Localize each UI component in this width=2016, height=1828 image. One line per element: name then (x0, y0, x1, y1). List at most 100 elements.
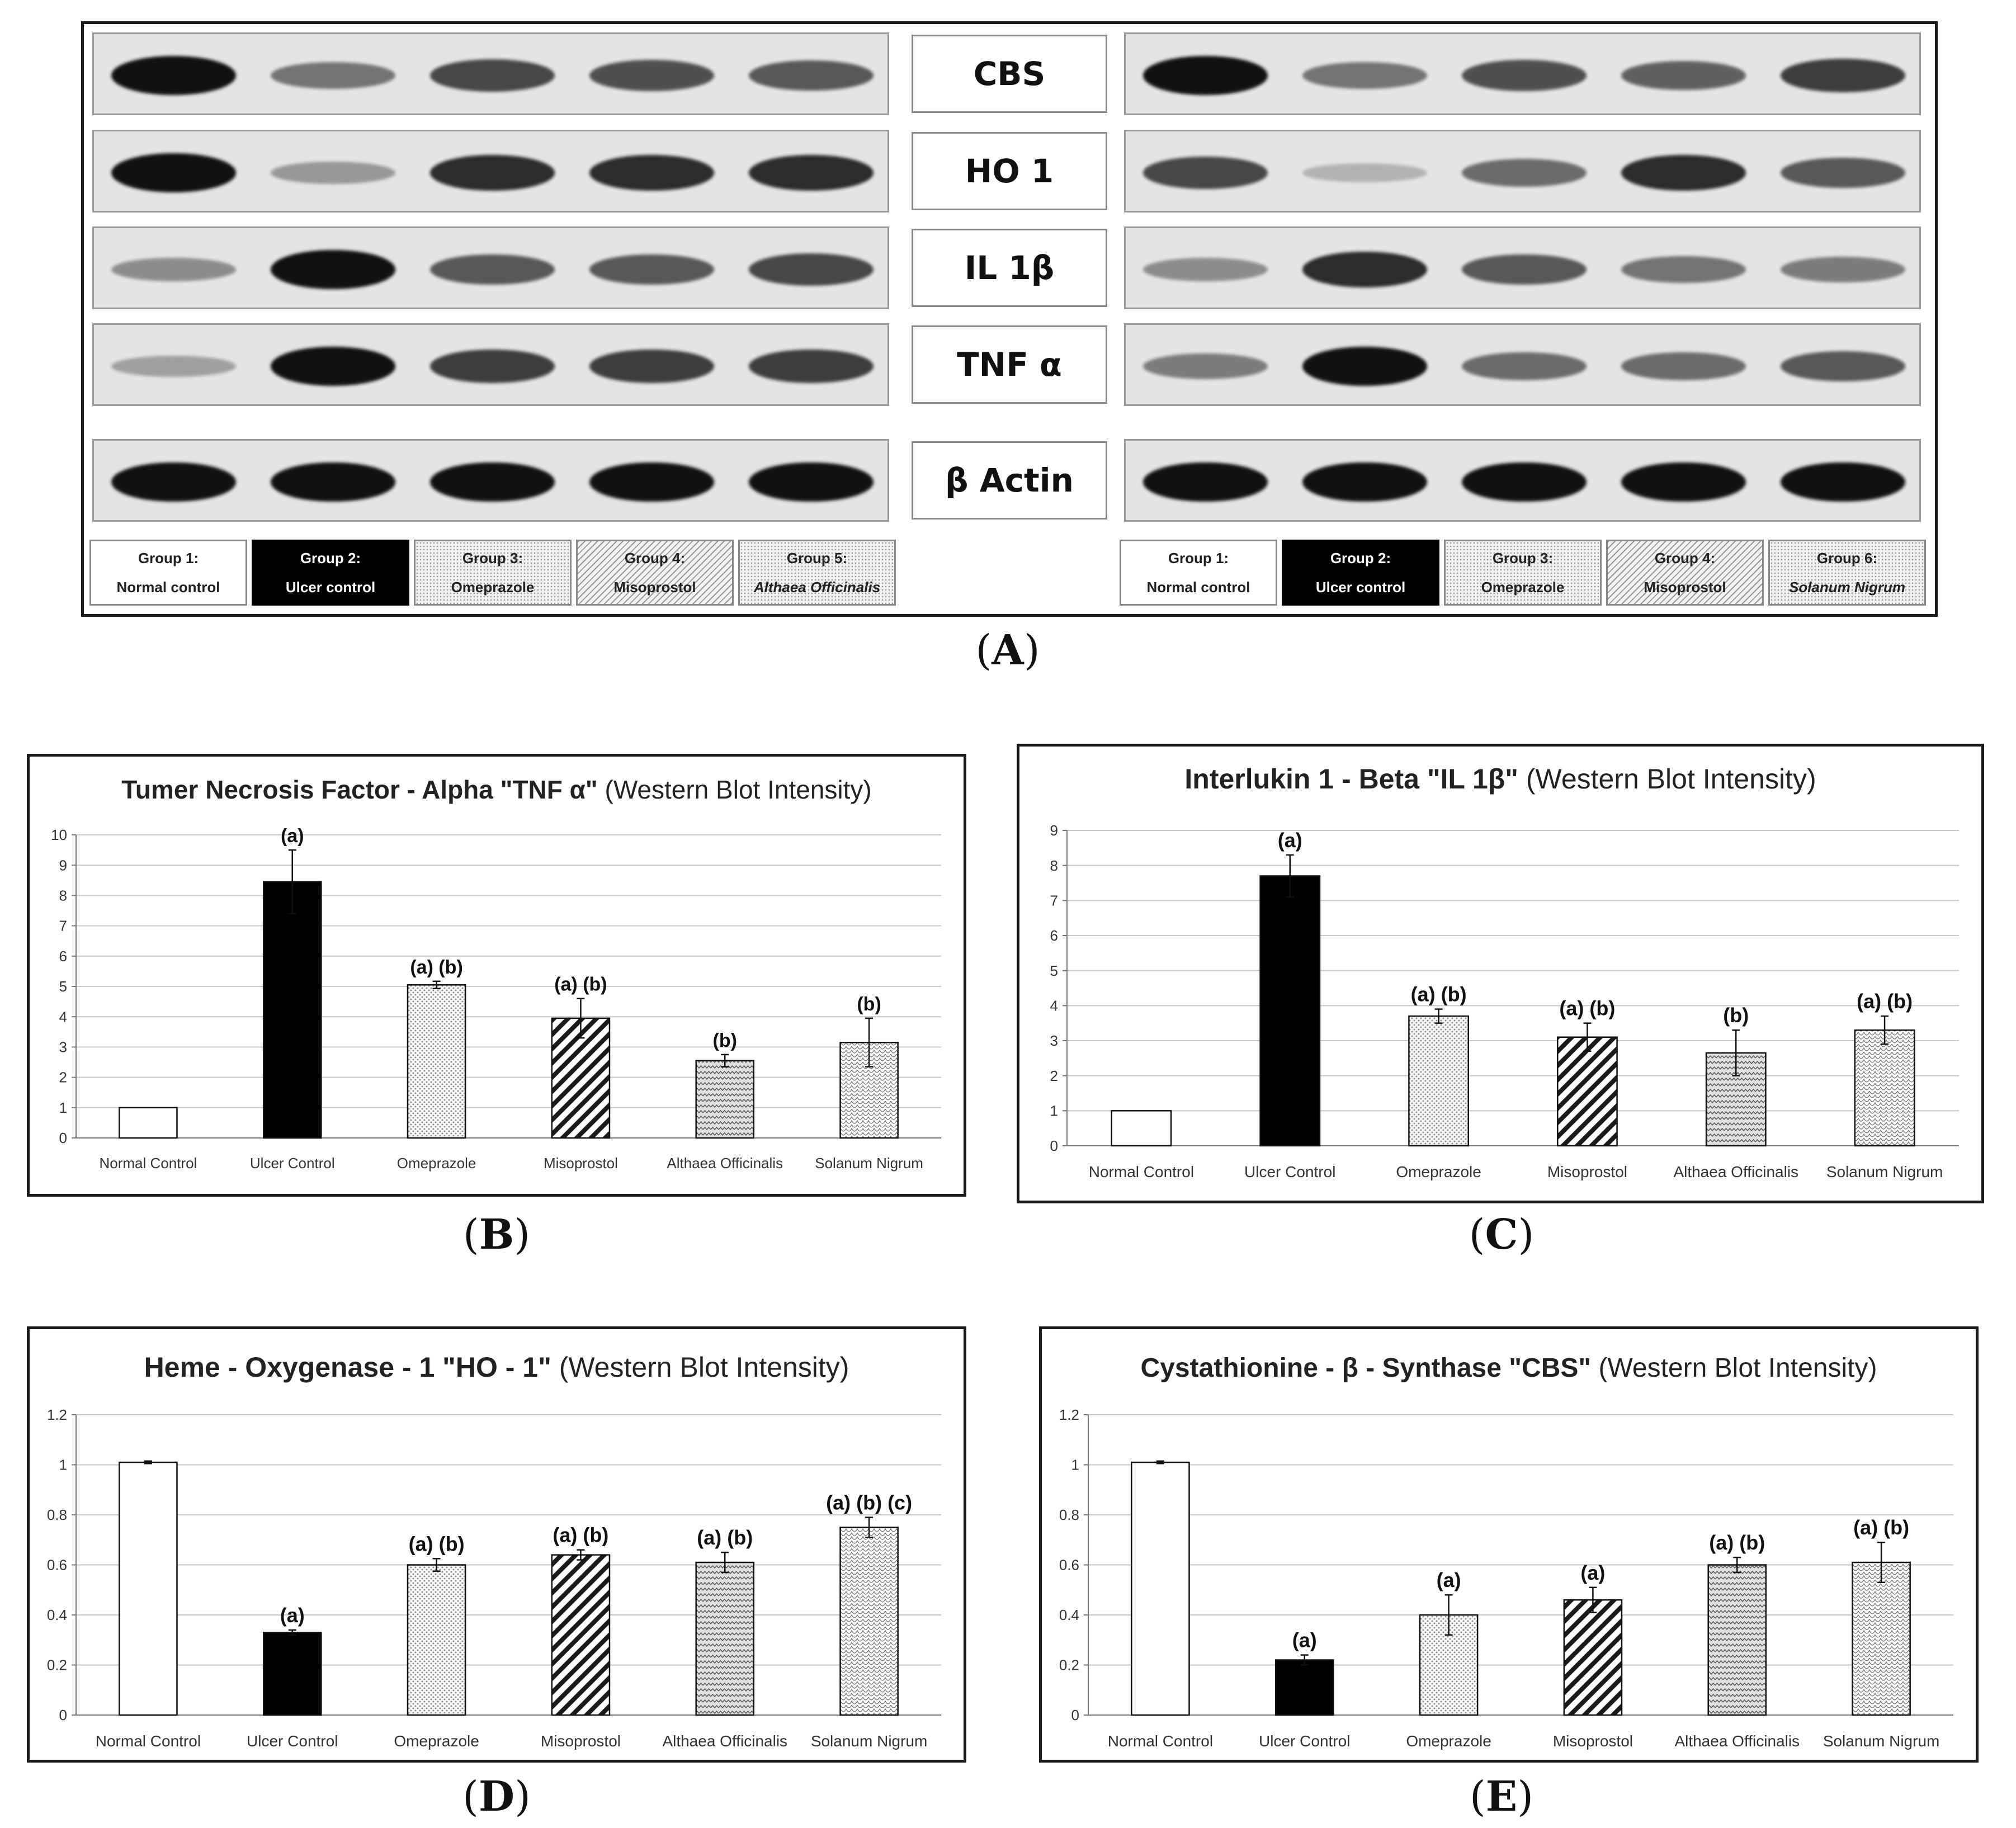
category-label: Althaea Officinalis (667, 1155, 783, 1172)
blot-band (1302, 347, 1427, 386)
y-tick-label: 0.6 (47, 1557, 67, 1574)
blot-band (111, 258, 236, 281)
blot-band (1621, 462, 1746, 502)
significance-label: (a) (b) (554, 974, 607, 995)
blot-band (111, 356, 236, 377)
panel-a-caption: (A) (975, 626, 1040, 674)
blot-band (1143, 258, 1268, 281)
category-label: Solanum Nigrum (1826, 1163, 1943, 1180)
blot-right-row-2 (1124, 226, 1921, 309)
bar (262, 1632, 322, 1716)
y-tick-label: 2 (1050, 1067, 1058, 1084)
chart-title-suffix: (Western Blot Intensity) (1526, 763, 1816, 795)
blot-right-row-3 (1124, 323, 1921, 406)
bar (839, 1527, 899, 1716)
bar (1563, 1599, 1623, 1716)
blot-band (1143, 157, 1268, 189)
group-name: Misoprostol (1644, 579, 1726, 596)
significance-label: (a) (b) (553, 1524, 608, 1547)
y-tick-label: 1.2 (1059, 1406, 1079, 1423)
blot-band (1781, 351, 1905, 381)
category-label: Ulcer Control (1259, 1732, 1350, 1750)
blot-band (1621, 61, 1746, 90)
group-number: Group 4: (624, 550, 686, 566)
significance-label: (a) (1292, 1629, 1317, 1652)
blot-band (430, 254, 555, 285)
bar (1274, 1659, 1334, 1716)
panel-e-caption: (E) (1469, 1773, 1534, 1821)
category-label: Normal Control (100, 1155, 197, 1172)
group-name: Omeprazole (451, 579, 535, 596)
panel-c-frame (1017, 744, 1984, 1203)
significance-label: (a) (b) (1559, 997, 1615, 1020)
category-label: Normal Control (96, 1732, 201, 1750)
blot-left-row-0 (92, 32, 889, 115)
group-number: Group 4: (1654, 550, 1716, 566)
blot-band (430, 59, 555, 92)
category-label: Omeprazole (1406, 1732, 1491, 1750)
panel-c-caption: (C) (1469, 1211, 1535, 1259)
group-legend-right-2: Group 2: Ulcer control (1282, 540, 1439, 606)
chart-title-main: Cystathionine - β - Synthase "CBS" (1141, 1353, 1599, 1383)
group-legend-left-2: Group 2: Ulcer control (252, 540, 409, 606)
blot-band (111, 153, 236, 192)
blot-band (1143, 353, 1268, 379)
blot-band (589, 349, 714, 383)
group-name: Omeprazole (1481, 579, 1565, 596)
y-tick-label: 9 (1050, 822, 1058, 839)
significance-label: (a) (b) (c) (826, 1491, 912, 1514)
panel-d-frame (27, 1326, 966, 1763)
category-label: Ulcer Control (250, 1155, 335, 1172)
bar (1259, 875, 1321, 1147)
blot-band (589, 462, 714, 502)
blot-band (1621, 155, 1746, 191)
bar (1408, 1015, 1470, 1147)
group-name: Normal control (1146, 579, 1250, 596)
category-label: Ulcer Control (247, 1732, 338, 1750)
bar (262, 881, 322, 1139)
group-legend-left-5: Group 5: Althaea Officinalis (738, 540, 896, 606)
group-number: Group 3: (462, 550, 523, 566)
chart-title: Heme - Oxygenase - 1 "HO - 1" (Western B… (144, 1352, 849, 1383)
blot-band (1621, 256, 1746, 283)
significance-label: (a) (280, 1604, 305, 1627)
group-number: Group 5: (786, 550, 848, 566)
il-1-beta-chart: Interlukin 1 - Beta "IL 1β" (Western Blo… (1050, 763, 1959, 1180)
chart-title-suffix: (Western Blot Intensity) (605, 775, 872, 804)
chart-title-suffix: (Western Blot Intensity) (1598, 1353, 1877, 1383)
y-tick-label: 0.4 (47, 1607, 67, 1623)
ho-1-chart: Heme - Oxygenase - 1 "HO - 1" (Western B… (47, 1352, 941, 1750)
chart-title-main: Interlukin 1 - Beta "IL 1β" (1184, 763, 1526, 795)
blot-left-row-3 (92, 323, 889, 406)
blot-band (589, 155, 714, 191)
group-name: Ulcer control (285, 579, 376, 596)
blot-band (749, 60, 874, 91)
tnf-alpha-chart: Tumer Necrosis Factor - Alpha "TNF α" (W… (51, 775, 941, 1172)
category-label: Omeprazole (394, 1732, 479, 1750)
bar (1852, 1561, 1911, 1716)
y-tick-label: 6 (59, 948, 67, 965)
y-tick-label: 1 (59, 1457, 67, 1473)
blot-band (749, 462, 874, 502)
panel-b-frame (27, 754, 966, 1197)
y-tick-label: 0 (1071, 1707, 1079, 1723)
y-tick-label: 1 (59, 1099, 67, 1116)
blot-band (1143, 56, 1268, 95)
blot-band (589, 60, 714, 91)
group-name: Solanum Nigrum (1788, 579, 1905, 596)
blot-band (1781, 462, 1905, 502)
y-tick-label: 0.4 (1059, 1607, 1079, 1623)
bar (695, 1561, 755, 1716)
category-label: Misoprostol (544, 1155, 618, 1172)
significance-label: (a) (b) (1411, 983, 1467, 1006)
group-legend-right-4: Group 4: Misoprostol (1606, 540, 1764, 606)
group-name: Althaea Officinalis (753, 579, 881, 596)
group-number: Group 2: (1330, 550, 1391, 566)
group-number: Group 6: (1816, 550, 1878, 566)
chart-title: Cystathionine - β - Synthase "CBS" (West… (1141, 1353, 1877, 1383)
category-label: Ulcer Control (1244, 1163, 1335, 1180)
y-tick-label: 7 (1050, 892, 1058, 909)
blot-band (749, 253, 874, 286)
category-label: Misoprostol (1547, 1163, 1627, 1180)
y-tick-label: 0.8 (47, 1506, 67, 1523)
